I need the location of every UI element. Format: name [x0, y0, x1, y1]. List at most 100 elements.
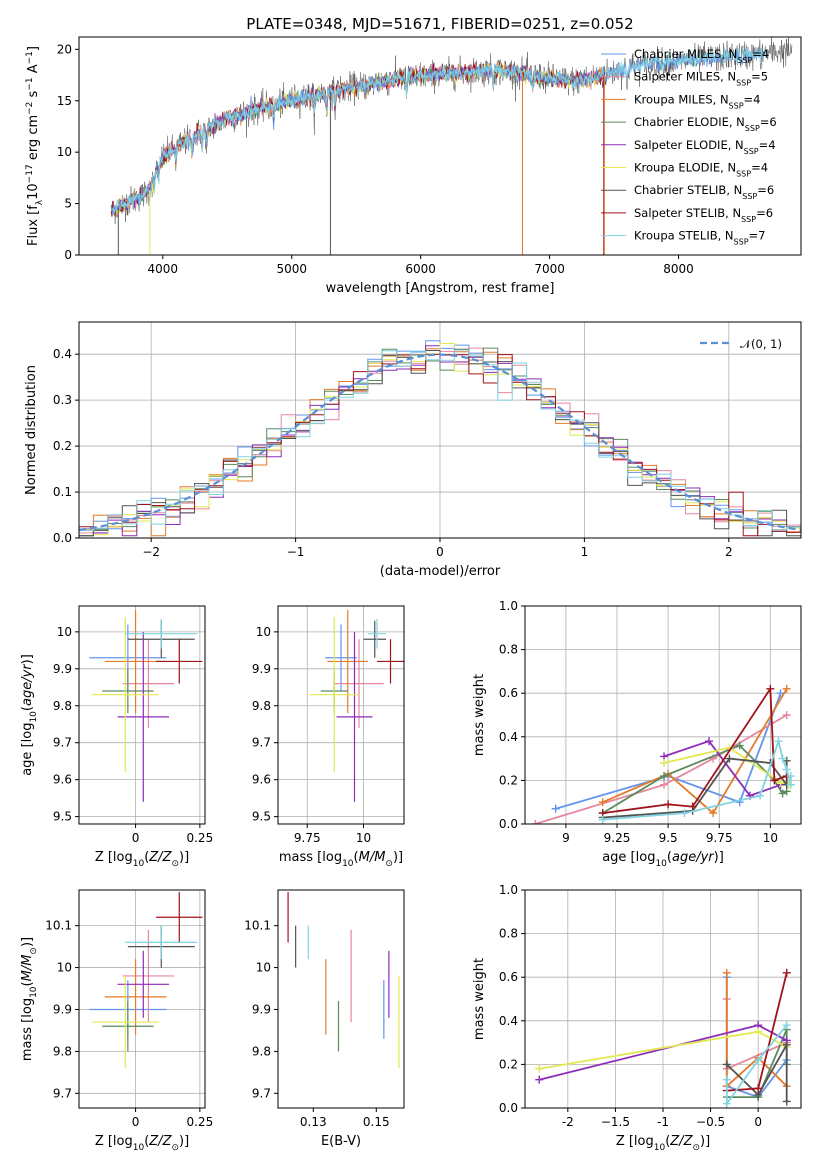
axes-weight-vs-Z: -2 −1.5 -1 −0.5 0 0.0 0.2 0.4 0.6 0.8 1.0 Z [log10(… [472, 883, 802, 1153]
x-tick-label: 1 [581, 545, 589, 559]
x-tick-label: 9.75 [294, 831, 321, 845]
weight-line [726, 1041, 788, 1102]
y-tick-label: 9.9 [252, 1002, 271, 1016]
legend-label: Chabrier MILES, NSSP=4 [634, 47, 769, 65]
y-tick-label: 9.7 [252, 1086, 271, 1100]
weight-marker [598, 815, 607, 824]
y-tick-label: 0.0 [499, 817, 518, 831]
plot-area [287, 892, 400, 1069]
plot-area [535, 968, 791, 1108]
legend: 𝒩(0, 1) [700, 337, 782, 351]
weight-marker [722, 1060, 731, 1069]
figure-title: PLATE=0348, MJD=51671, FIBERID=0251, z=0… [246, 15, 633, 33]
x-axis-label: Z [log10(Z/Z⊙)] [95, 850, 189, 869]
weight-marker [786, 780, 795, 789]
y-tick-label: 0.4 [499, 1014, 518, 1028]
y-axis-label: mass weight [472, 674, 487, 756]
weight-marker [722, 1099, 731, 1108]
x-tick-label: 0.13 [300, 1115, 327, 1129]
y-axis-label: mass weight [472, 958, 487, 1040]
weight-line [725, 1024, 788, 1107]
x-tick-label: -2 [562, 1115, 574, 1129]
axes-weight-vs-age: 9 9.25 9.5 9.75 10 0.0 0.2 0.4 0.6 0.8 1.0 age [log… [472, 599, 802, 869]
y-tick-label: 9.7 [53, 1086, 72, 1100]
weight-line [602, 688, 788, 815]
y-tick-label: 0.8 [499, 643, 518, 657]
weight-marker [551, 804, 560, 813]
weight-marker [782, 1021, 791, 1030]
axes-frame [78, 36, 802, 256]
x-tick-label: 0.25 [186, 831, 213, 845]
histogram-series [79, 348, 801, 537]
y-axis-label: Flux [fλ10−17 erg cm−2 s−1 A−1] [25, 46, 45, 246]
y-tick-label: 10 [57, 961, 72, 975]
legend-label: Salpeter STELIB, NSSP=6 [634, 206, 773, 224]
weight-line [663, 746, 789, 786]
weight-marker [754, 1027, 763, 1036]
y-tick-label: 9.5 [53, 810, 72, 824]
y-tick-label: 9.7 [252, 736, 271, 750]
y-tick-label: 10 [57, 625, 72, 639]
plot-area [110, 37, 793, 255]
y-tick-label: 10.1 [45, 919, 72, 933]
y-axis-label: Normed distribution [24, 365, 39, 495]
axes-frame [78, 889, 206, 1109]
weight-marker [776, 778, 785, 787]
y-tick-label: 9.7 [53, 736, 72, 750]
x-axis-label: E(B-V) [321, 1134, 361, 1149]
x-tick-label: 0.25 [186, 1115, 213, 1129]
y-tick-label: 1.0 [499, 883, 518, 897]
weight-marker [722, 1075, 731, 1084]
weight-marker [598, 798, 607, 807]
weight-marker [786, 772, 795, 781]
weight-marker [782, 1097, 791, 1106]
x-tick-label: 0.15 [363, 1115, 390, 1129]
y-tick-label: 9.6 [252, 773, 271, 787]
x-tick-label: 6000 [405, 262, 436, 276]
weight-marker [770, 776, 779, 785]
weight-marker [531, 820, 540, 824]
x-tick-label: 2 [725, 545, 733, 559]
histogram-series [79, 347, 801, 537]
weight-marker [782, 1040, 791, 1049]
axes-mass-vs-EBV: 0.13 0.15 9.7 9.8 9.9 10 10.1 E(B-V) [244, 889, 405, 1149]
x-tick-label: 0 [132, 1115, 140, 1129]
y-tick-label: 1.0 [499, 599, 518, 613]
y-tick-label: 9.8 [53, 699, 72, 713]
y-tick-label: 0 [64, 248, 72, 262]
x-axis-label: mass [log10(M/M⊙)] [279, 850, 403, 869]
y-tick-label: 10 [256, 625, 271, 639]
plot-area [89, 609, 203, 802]
axes-frame [524, 889, 802, 1109]
legend-label: Salpeter MILES, NSSP=5 [634, 70, 768, 88]
x-tick-label: −1 [287, 545, 305, 559]
axes-frame [277, 889, 405, 1109]
weight-marker [722, 968, 731, 977]
y-tick-label: 15 [57, 94, 72, 108]
x-tick-label: 7000 [534, 262, 565, 276]
y-tick-label: 0.8 [499, 927, 518, 941]
axes-spectrum: 4000 5000 6000 7000 8000 0 5 10 15 20 wavelength [… [25, 36, 802, 296]
spectrum-line [111, 47, 770, 216]
x-tick-label: 9.5 [659, 831, 678, 845]
x-tick-label: 0 [754, 1115, 762, 1129]
weight-line [725, 972, 788, 1089]
plot-area [309, 609, 404, 802]
y-tick-label: 0.6 [499, 686, 518, 700]
weight-marker [754, 1084, 763, 1093]
plot-area [531, 684, 795, 824]
y-tick-label: 9.8 [252, 699, 271, 713]
weight-marker [778, 754, 787, 763]
x-axis-label: Z [log10(Z/Z⊙)] [95, 1134, 189, 1153]
weight-marker [778, 789, 787, 798]
weight-line [602, 685, 788, 814]
x-tick-label: 8000 [663, 262, 694, 276]
y-tick-label: 20 [57, 42, 72, 56]
y-tick-label: 9.9 [252, 662, 271, 676]
y-tick-label: 10.1 [244, 919, 271, 933]
weight-marker [725, 754, 734, 763]
x-axis-label: Z [log10(Z/Z⊙)] [616, 1134, 710, 1153]
x-axis-label: age [log10(age/yr)] [602, 850, 724, 869]
y-tick-label: 9.8 [252, 1044, 271, 1058]
y-tick-label: 9.6 [53, 773, 72, 787]
